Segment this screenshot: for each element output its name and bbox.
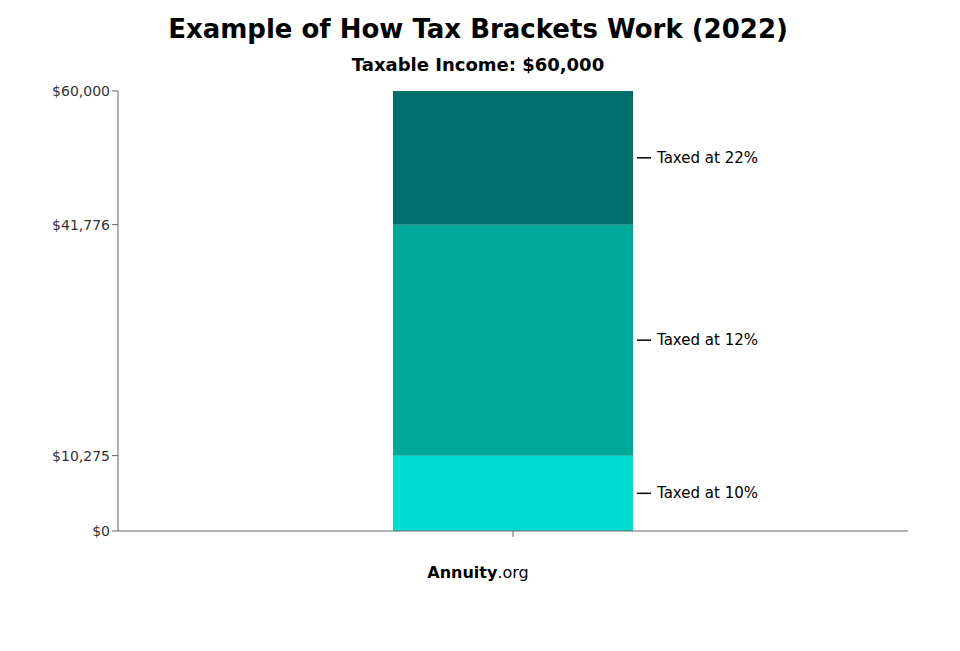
svg-text:$41,776: $41,776	[52, 217, 110, 233]
svg-text:$10,275: $10,275	[52, 448, 110, 464]
svg-text:$0: $0	[92, 523, 110, 539]
svg-text:Taxed at 22%: Taxed at 22%	[656, 149, 758, 167]
html-text:Annuity.org: Annuity.org	[427, 563, 529, 582]
html-text:Example of How Tax Brackets Wo: Example of How Tax Brackets Work (2022)	[168, 14, 788, 44]
svg-text:Taxed at 12%: Taxed at 12%	[656, 331, 758, 349]
svg-text:Taxed at 10%: Taxed at 10%	[656, 484, 758, 502]
svg-text:$60,000: $60,000	[52, 83, 110, 99]
html-text:Taxable Income: $60,000: Taxable Income: $60,000	[351, 54, 605, 75]
